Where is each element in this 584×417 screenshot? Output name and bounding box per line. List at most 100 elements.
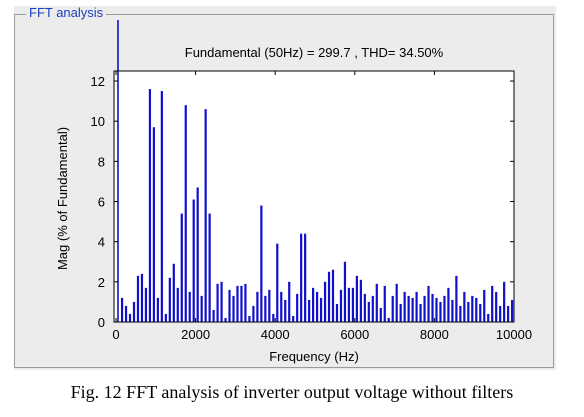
harmonic-bar xyxy=(168,277,171,322)
y-tick-label: 6 xyxy=(98,195,105,210)
y-tick-label: 0 xyxy=(98,315,105,330)
harmonic-bar xyxy=(507,305,510,322)
harmonic-bar xyxy=(216,283,219,322)
harmonic-bar xyxy=(411,297,414,322)
harmonic-bar xyxy=(272,313,275,322)
harmonic-bar xyxy=(443,295,446,322)
harmonic-bar xyxy=(172,263,175,322)
harmonic-bar xyxy=(367,301,370,322)
harmonic-bar xyxy=(419,303,422,322)
harmonic-bar xyxy=(264,295,267,322)
harmonic-bar xyxy=(431,293,434,322)
harmonic-bar xyxy=(192,199,195,322)
harmonic-bar xyxy=(471,295,474,322)
harmonic-bar xyxy=(184,105,187,322)
harmonic-bar xyxy=(120,297,124,322)
harmonic-bar xyxy=(403,291,406,322)
harmonic-bar xyxy=(499,305,502,322)
harmonic-bar xyxy=(435,297,438,322)
harmonic-bar xyxy=(355,275,358,322)
harmonic-bar xyxy=(220,281,223,322)
chart-title: Fundamental (50Hz) = 299.7 , THD= 34.50% xyxy=(185,45,444,60)
harmonic-bar xyxy=(503,281,506,322)
axes-group: 0 2000 4000 6000 8000 10000 0 2 4 6 8 10 12 xyxy=(91,70,532,342)
harmonic-bar xyxy=(140,273,144,322)
harmonic-bar xyxy=(228,289,231,322)
harmonic-bar xyxy=(511,299,514,322)
harmonic-bar xyxy=(276,243,279,322)
harmonic-bar xyxy=(224,317,227,322)
harmonic-bar xyxy=(335,303,339,322)
harmonic-bar xyxy=(132,301,136,322)
figure-caption: Fig. 12 FFT analysis of inverter output … xyxy=(70,382,514,402)
harmonic-bar xyxy=(244,283,247,322)
harmonic-bar xyxy=(347,287,351,322)
harmonic-bar xyxy=(200,295,203,322)
harmonic-bar xyxy=(248,315,251,322)
harmonic-bar xyxy=(375,283,378,322)
harmonic-bar xyxy=(327,271,331,322)
harmonic-bar xyxy=(439,301,442,322)
harmonic-bar xyxy=(343,261,347,322)
y-tick-label: 2 xyxy=(98,275,105,290)
x-tick-label: 4000 xyxy=(261,327,290,342)
harmonic-bar xyxy=(495,291,498,322)
harmonic-bar xyxy=(296,293,299,322)
harmonic-bar xyxy=(407,295,410,322)
harmonic-bar xyxy=(371,295,374,322)
x-tick-label: 2000 xyxy=(181,327,210,342)
harmonic-bar xyxy=(256,291,259,322)
harmonic-bar xyxy=(212,309,215,322)
harmonic-bar xyxy=(415,291,418,322)
harmonic-bar xyxy=(312,287,315,322)
fft-panel-title: FFT analysis xyxy=(26,6,107,20)
harmonic-bar xyxy=(148,89,152,322)
harmonic-bar xyxy=(339,289,343,322)
harmonic-bar xyxy=(379,307,382,322)
harmonic-bar xyxy=(288,281,291,322)
harmonic-bar xyxy=(331,269,335,322)
harmonic-bar xyxy=(423,295,426,322)
harmonic-bar xyxy=(363,293,366,322)
y-tick-label: 4 xyxy=(98,235,105,250)
harmonic-bar xyxy=(196,187,199,322)
harmonic-bar xyxy=(479,303,482,322)
x-tick-label: 6000 xyxy=(340,327,369,342)
harmonic-bar xyxy=(260,205,263,322)
harmonic-bar xyxy=(252,305,255,322)
x-tick-label: 8000 xyxy=(420,327,449,342)
harmonic-bar xyxy=(387,317,390,322)
harmonic-bar xyxy=(383,285,386,322)
harmonic-bar xyxy=(124,305,128,322)
fft-panel-border xyxy=(14,14,554,368)
harmonic-bar xyxy=(152,127,155,322)
harmonic-bar xyxy=(447,287,450,322)
harmonic-bar xyxy=(164,313,167,322)
harmonic-bar xyxy=(475,297,478,322)
harmonic-bar xyxy=(128,313,132,322)
harmonic-bar xyxy=(280,291,283,322)
harmonic-bar xyxy=(284,299,287,322)
harmonic-bar xyxy=(180,213,183,322)
harmonic-bar xyxy=(427,285,430,322)
harmonic-bar xyxy=(204,109,207,323)
x-tick-label: 10000 xyxy=(496,327,532,342)
harmonic-bar xyxy=(467,301,470,322)
y-tick-label: 8 xyxy=(98,154,105,169)
harmonic-bar xyxy=(144,287,148,322)
harmonic-bar xyxy=(240,285,243,322)
harmonic-bar xyxy=(304,233,307,322)
harmonic-bar xyxy=(491,285,494,322)
harmonic-bar xyxy=(351,287,355,322)
plot-frame xyxy=(113,70,515,323)
harmonic-bar xyxy=(455,275,458,322)
harmonic-bar xyxy=(359,279,362,322)
harmonic-bar xyxy=(188,291,191,322)
harmonic-bar xyxy=(268,289,271,322)
harmonic-bar xyxy=(136,275,140,322)
harmonic-bar xyxy=(315,291,319,322)
harmonic-bar xyxy=(463,291,466,322)
harmonic-bar xyxy=(459,305,462,322)
bars-group xyxy=(117,20,514,323)
